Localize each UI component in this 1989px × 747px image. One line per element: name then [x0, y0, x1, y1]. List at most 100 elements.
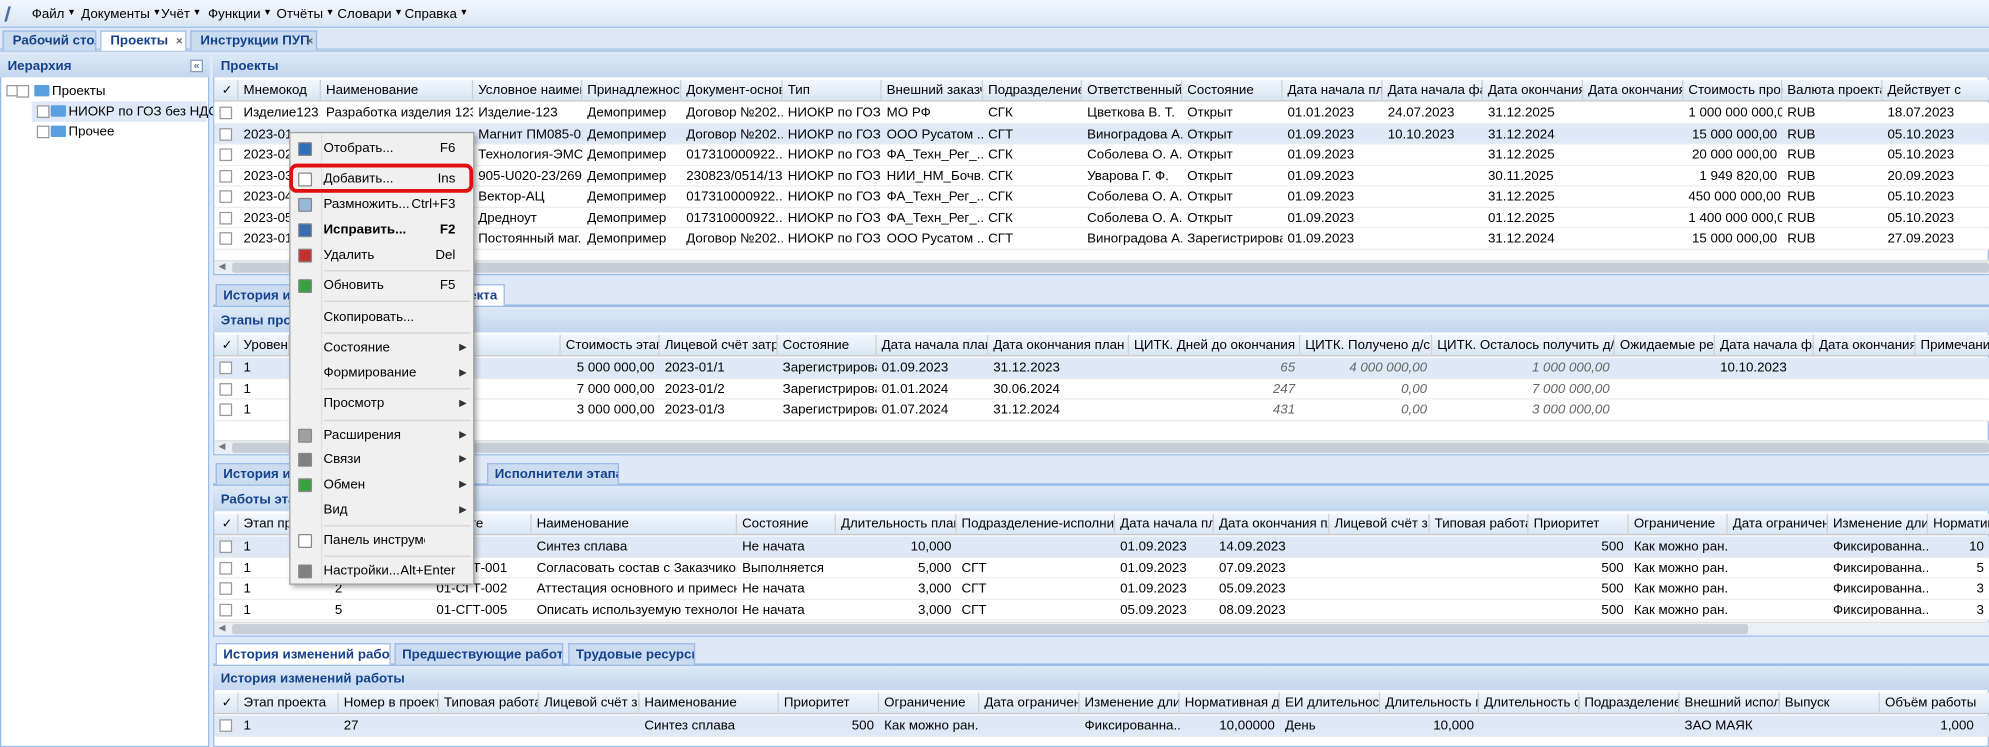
column-header[interactable]: Приоритет — [1533, 516, 1600, 532]
column-header[interactable]: Типовая работа — [443, 695, 540, 711]
row-checkbox[interactable] — [219, 540, 233, 554]
column-header[interactable]: Состояние — [742, 516, 809, 532]
grid-row[interactable] — [214, 144, 1989, 166]
tab[interactable]: Проекты × — [100, 30, 187, 51]
column-header[interactable]: Нормативн — [1933, 516, 1989, 532]
scroll-thumb[interactable] — [232, 442, 1989, 453]
menu-label[interactable]: Настройки... — [323, 563, 400, 579]
menu-label[interactable]: Расширения — [323, 427, 401, 443]
column-header[interactable]: Наименование — [326, 82, 419, 98]
row-checkbox[interactable] — [219, 582, 233, 595]
row-checkbox[interactable] — [219, 211, 233, 224]
column-header[interactable]: Ожидаемые резул — [1619, 337, 1715, 353]
column-header[interactable]: Длительность план — [841, 516, 957, 532]
column-header[interactable]: Нормативная длит — [1184, 695, 1280, 711]
column-header[interactable]: Тип — [787, 82, 810, 98]
column-header[interactable]: Стоимость этапа — [565, 337, 660, 353]
scroll-thumb[interactable] — [232, 624, 1748, 635]
column-header[interactable]: Лицевой счёт затр — [544, 695, 639, 711]
row-checkbox[interactable] — [219, 603, 233, 616]
grid-row[interactable] — [214, 715, 1989, 737]
menu-item[interactable]: Учёт ▼ — [161, 6, 202, 22]
tab[interactable]: История из — [215, 462, 292, 485]
column-header[interactable]: Ограничение — [1633, 516, 1716, 532]
scroll-left[interactable]: ◀ — [218, 624, 226, 633]
column-header[interactable]: Типовая работа — [1434, 516, 1529, 532]
column-header[interactable]: Примечание — [1920, 337, 1988, 353]
column-header[interactable]: Дата окончания план — [993, 337, 1125, 353]
menu-label[interactable]: Размножить... — [323, 196, 410, 212]
grid-row[interactable] — [214, 557, 1989, 579]
row-checkbox[interactable] — [219, 127, 233, 141]
menu-item[interactable]: Документы ▼ — [81, 6, 162, 22]
column-header[interactable]: Действует с — [1887, 82, 1961, 98]
row-checkbox[interactable] — [219, 232, 233, 245]
scroll-left[interactable]: ◀ — [218, 262, 226, 272]
tab[interactable]: Исполнители этапа — [487, 462, 620, 485]
row-checkbox[interactable] — [219, 403, 233, 417]
column-header[interactable]: ЦИТК. Осталось получить д/с — [1437, 337, 1615, 353]
column-header[interactable]: Дата ограничения — [1732, 516, 1828, 532]
column-header[interactable]: Дата начала факт — [1720, 337, 1814, 353]
column-header[interactable]: Этап проекта — [243, 695, 327, 711]
tab[interactable]: Рабочий стол — [2, 30, 97, 51]
column-header[interactable]: Состояние — [1187, 82, 1254, 98]
grid-row[interactable] — [214, 123, 1989, 145]
column-header[interactable]: Стоимость проекта — [1688, 82, 1782, 98]
grid-row[interactable] — [214, 599, 1989, 621]
column-header[interactable]: Дата окончания пл — [1487, 82, 1584, 98]
checkbox[interactable] — [36, 105, 50, 118]
tab[interactable]: История изменений работы — [215, 643, 391, 665]
tab-close[interactable]: × — [306, 34, 314, 47]
checkbox[interactable] — [16, 84, 30, 98]
menu-item[interactable]: Файл ▼ — [31, 6, 76, 22]
scroll-left[interactable]: ◀ — [218, 442, 226, 452]
column-header[interactable]: Наименование — [644, 695, 737, 711]
grid-row[interactable] — [214, 186, 1989, 208]
menu-label[interactable]: Состояние — [323, 339, 390, 356]
grid-row[interactable] — [214, 228, 1989, 250]
menu-label[interactable]: Удалить — [323, 247, 375, 263]
column-header[interactable]: Дата начала план. — [1287, 82, 1383, 98]
menu-item[interactable]: Отчёты ▼ — [276, 6, 335, 22]
tab[interactable]: Инструкции ПУП × — [190, 30, 318, 51]
grid-row[interactable] — [214, 357, 1989, 379]
column-header[interactable]: Приоритет — [783, 695, 850, 711]
row-checkbox[interactable] — [219, 382, 233, 396]
column-header[interactable]: Мнемокод — [243, 82, 307, 98]
row-checkbox[interactable] — [219, 561, 233, 574]
column-header[interactable]: Ответственный — [1087, 82, 1183, 98]
grid-row[interactable] — [214, 165, 1989, 187]
column-header[interactable]: Дата начала факт — [1387, 82, 1483, 98]
column-header[interactable]: Документ-основан — [686, 82, 782, 98]
tab[interactable]: Предшествующие работы — [394, 643, 564, 665]
grid-row[interactable] — [214, 578, 1989, 600]
tab[interactable]: История из — [215, 284, 292, 306]
column-header[interactable]: Дата ограничения — [984, 695, 1079, 711]
grid-row[interactable] — [214, 102, 1989, 124]
column-header[interactable]: Объём работы пла — [1884, 695, 1979, 711]
column-header[interactable]: Состояние — [782, 337, 850, 353]
menu-label[interactable]: Отобрать... — [323, 140, 394, 157]
column-header[interactable]: Дата окончания ф — [1588, 82, 1684, 98]
tree-node[interactable]: Проекты — [52, 83, 106, 99]
column-header[interactable]: Лицевой счёт затрат — [664, 337, 778, 353]
tree-node[interactable]: Прочее — [68, 124, 115, 140]
column-header[interactable]: Дата начала план — [1120, 516, 1214, 532]
column-header[interactable]: Дата окончания план — [1219, 516, 1329, 532]
menu-label[interactable]: Вид — [323, 502, 348, 518]
grid-row[interactable] — [214, 399, 1989, 421]
column-header[interactable]: Длительность фак — [1484, 695, 1579, 711]
grid-row[interactable] — [214, 378, 1989, 400]
collapse-btn[interactable]: « — [190, 59, 203, 73]
column-header[interactable]: Изменение длител — [1084, 695, 1180, 711]
checkbox[interactable] — [36, 125, 50, 139]
column-header[interactable]: Дата начала план — [881, 337, 989, 353]
column-header[interactable]: Изменение длител — [1832, 516, 1929, 532]
column-header[interactable]: Внешний исполнит — [1684, 695, 1780, 711]
menu-label[interactable]: Формирование — [323, 365, 417, 381]
grid-row[interactable] — [214, 207, 1989, 229]
row-checkbox[interactable] — [219, 148, 233, 162]
column-header[interactable]: Подразделение-ис — [1584, 695, 1679, 711]
menu-item[interactable]: Словари ▼ — [337, 6, 403, 22]
